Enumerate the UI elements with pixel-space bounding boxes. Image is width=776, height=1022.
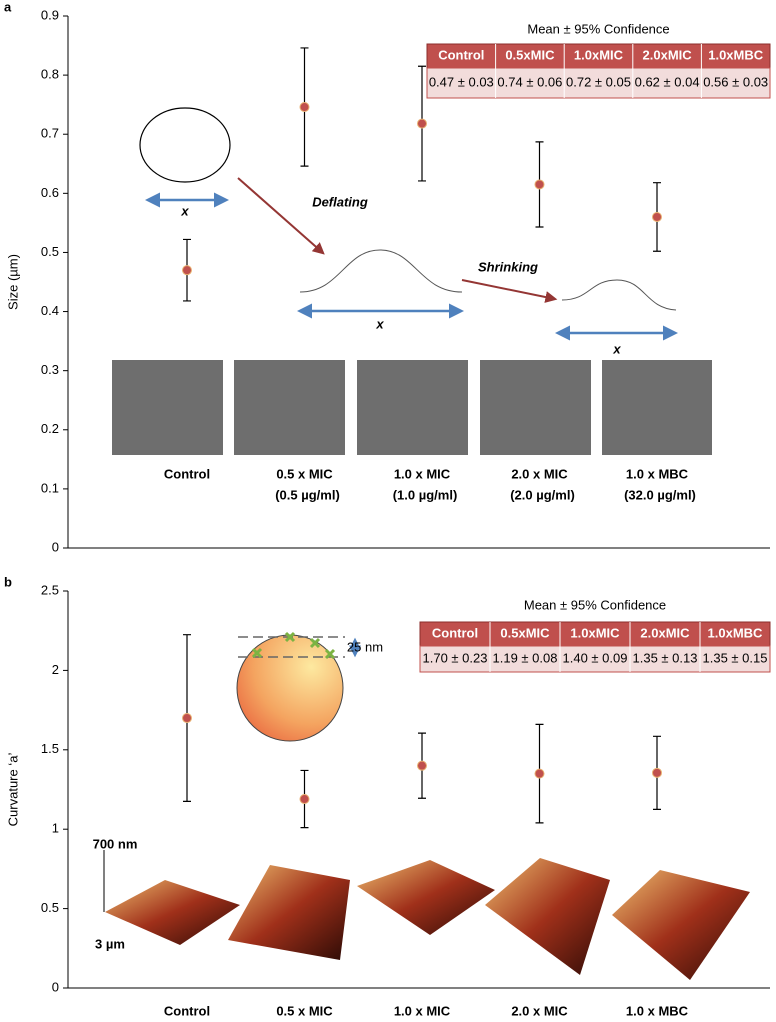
annotation: Deflating [312, 194, 368, 209]
y-tick-label: 0 [52, 539, 59, 554]
annotation: 700 nm [93, 836, 138, 851]
category-label: Control [164, 466, 210, 481]
category-note: (0.5 µg/ml) [275, 487, 340, 502]
afm-images [103, 850, 750, 980]
annotation: x [375, 316, 384, 331]
table-header: 0.5xMIC [500, 625, 550, 640]
schematic [139, 107, 678, 341]
data-point [652, 767, 662, 778]
data-point [652, 211, 662, 222]
y-tick-label: 2 [52, 662, 59, 677]
table-cell: 1.35 ± 0.15 [703, 650, 768, 665]
table-cell: 1.35 ± 0.13 [633, 650, 698, 665]
y-axis-label: Size (µm) [5, 254, 20, 310]
panel-label: a [4, 0, 12, 14]
annotation: 25 nm [347, 639, 383, 654]
category-label: 2.0 x MIC [511, 466, 568, 481]
table-cell: 0.72 ± 0.05 [566, 74, 631, 89]
annotation: Shrinking [478, 259, 538, 274]
y-tick-label: 0.1 [41, 480, 59, 495]
table-title: Mean ± 95% Confidence [524, 597, 666, 612]
table-header: 0.5xMIC [505, 47, 555, 62]
y-tick-label: 1.5 [41, 741, 59, 756]
y-tick-label: 2.5 [41, 582, 59, 597]
sem-images [112, 360, 712, 455]
table-header: 2.0xMIC [643, 47, 693, 62]
annotation: x [612, 341, 621, 356]
category-label: 1.0 x MBC [626, 1003, 689, 1018]
data-point [417, 118, 427, 129]
table-cell: 1.70 ± 0.23 [423, 650, 488, 665]
curvature-schematic [236, 631, 361, 742]
table-header: Control [432, 625, 478, 640]
data-point [299, 794, 310, 805]
table-header: 1.0xMIC [570, 625, 620, 640]
table-header: 1.0xMBC [708, 47, 764, 62]
y-tick-label: 0 [52, 979, 59, 994]
category-label: 1.0 x MIC [394, 1003, 451, 1018]
y-axis-label: Curvature ‘a’ [5, 753, 20, 827]
y-tick-label: 0.3 [41, 362, 59, 377]
table-header-bg [419, 621, 771, 647]
table-cell: 0.62 ± 0.04 [635, 74, 700, 89]
category-note: (2.0 µg/ml) [510, 487, 575, 502]
data-point [299, 102, 310, 113]
y-tick-label: 0.4 [41, 303, 59, 318]
table-row-bg [419, 645, 771, 673]
annotation: x [180, 203, 189, 218]
table-title: Mean ± 95% Confidence [527, 21, 669, 36]
y-tick-label: 0.5 [41, 244, 59, 259]
annotation: 3 µm [95, 936, 125, 951]
y-tick-label: 0.9 [41, 7, 59, 22]
table-header: 1.0xMIC [574, 47, 624, 62]
y-tick-label: 1 [52, 821, 59, 836]
y-tick-label: 0.8 [41, 67, 59, 82]
y-tick-label: 0.6 [41, 185, 59, 200]
table-cell: 1.40 ± 0.09 [563, 650, 628, 665]
data-point [534, 179, 545, 190]
table-cell: 0.56 ± 0.03 [703, 74, 768, 89]
data-point [182, 265, 192, 276]
data-point [417, 760, 427, 771]
category-label: 1.0 x MBC [626, 466, 689, 481]
y-tick-label: 0.2 [41, 421, 59, 436]
category-label: 1.0 x MIC [394, 466, 451, 481]
panel-label: b [4, 574, 12, 589]
y-tick-label: 0.5 [41, 900, 59, 915]
category-note: (1.0 µg/ml) [393, 487, 458, 502]
table-header: 1.0xMBC [708, 625, 764, 640]
data-point [182, 713, 192, 724]
table-header-bg [426, 43, 771, 69]
table-cell: 0.74 ± 0.06 [497, 74, 562, 89]
category-label: Control [164, 1003, 210, 1018]
category-label: 0.5 x MIC [276, 466, 333, 481]
y-tick-label: 0.7 [41, 126, 59, 141]
category-note: (32.0 µg/ml) [624, 487, 696, 502]
table-row-bg [426, 67, 771, 99]
table-header: 2.0xMIC [640, 625, 690, 640]
table-cell: 0.47 ± 0.03 [429, 74, 494, 89]
table-cell: 1.19 ± 0.08 [493, 650, 558, 665]
category-label: 2.0 x MIC [511, 1003, 568, 1018]
table-header: Control [438, 47, 484, 62]
category-label: 0.5 x MIC [276, 1003, 333, 1018]
data-point [534, 768, 545, 779]
